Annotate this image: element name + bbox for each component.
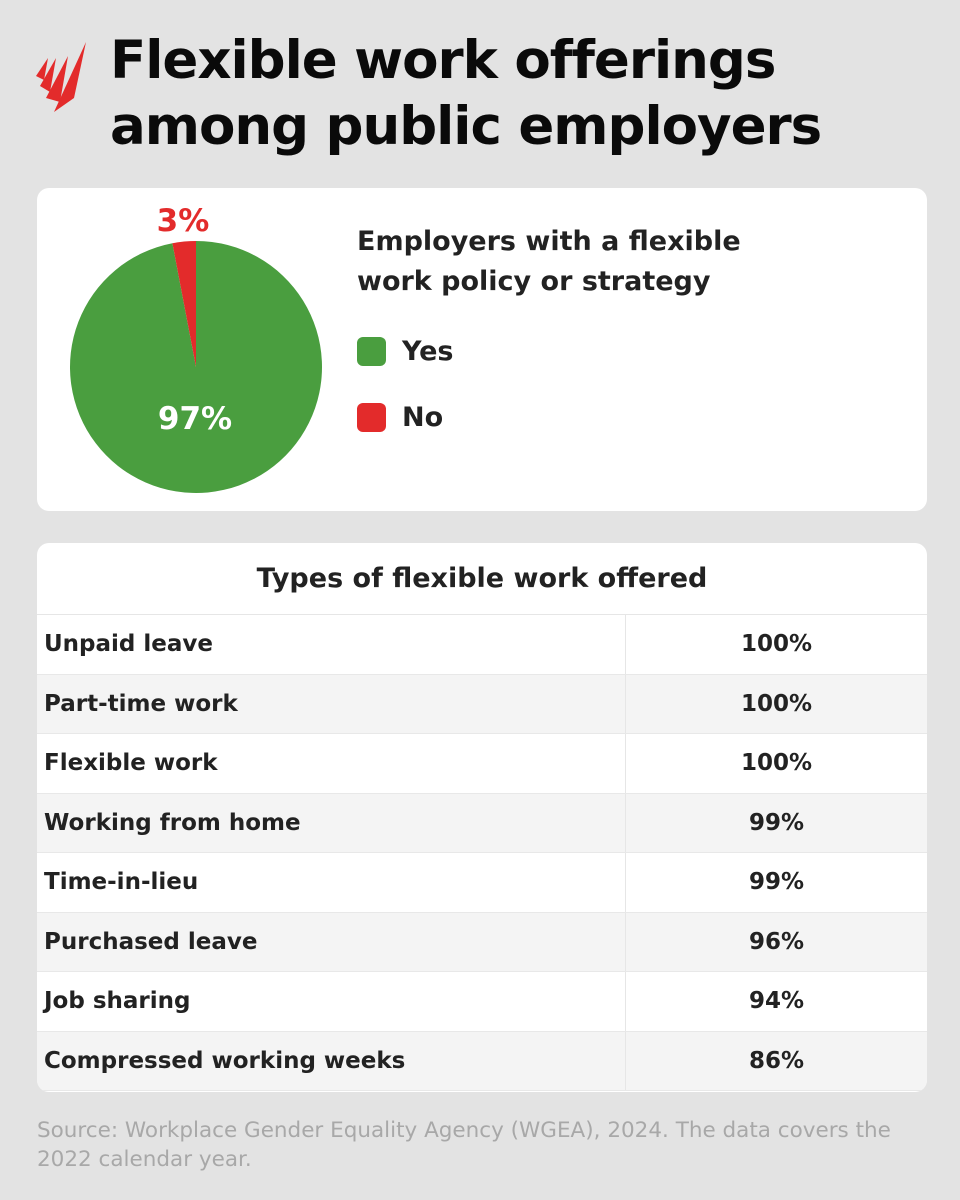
data-label-no: 3% — [157, 203, 210, 239]
row-value: 100% — [740, 631, 813, 658]
row-value: 99% — [748, 809, 805, 836]
chart-title: Employers with a flexible work policy or… — [357, 226, 741, 297]
legend-label: Yes — [402, 336, 454, 367]
row-value: 100% — [740, 750, 813, 777]
row-label: Unpaid leave — [37, 615, 626, 674]
pie-slice-yes — [69, 241, 322, 493]
sbs-logo-icon — [36, 42, 86, 112]
row-label: Job sharing — [37, 972, 626, 1031]
table-row: Working from home 99% — [37, 793, 927, 853]
row-label: Flexible work — [37, 734, 626, 793]
table-row: Part-time work 100% — [37, 674, 927, 734]
table-row: Unpaid leave 100% — [37, 615, 927, 675]
row-label: Time-in-lieu — [37, 853, 626, 912]
row-value: 86% — [748, 1047, 805, 1074]
row-label: Purchased leave — [37, 912, 626, 971]
table-row: Purchased leave 96% — [37, 912, 927, 972]
pie-chart: 97% 3% — [69, 203, 322, 493]
page-title: Flexible work offerings among public emp… — [110, 30, 822, 157]
table-title: Types of flexible work offered — [37, 543, 927, 615]
row-label: Part-time work — [37, 674, 626, 733]
row-value: 99% — [748, 869, 805, 896]
row-label: Compressed working weeks — [37, 1031, 626, 1090]
row-value: 100% — [740, 690, 813, 717]
table-card: Types of flexible work offered Unpaid le… — [37, 543, 927, 1092]
pie-card: 97% 3% Employers with a flexible work pol… — [37, 188, 927, 511]
legend-item-yes: Yes — [357, 336, 453, 367]
row-value: 96% — [748, 928, 805, 955]
row-value: 94% — [748, 988, 805, 1015]
legend-label: No — [402, 402, 444, 433]
table-row: Flexible work 100% — [37, 734, 927, 794]
data-label-yes: 97% — [158, 401, 232, 437]
table-row: Job sharing 94% — [37, 972, 927, 1032]
legend-swatch-yes — [357, 337, 386, 366]
table-row: Compressed working weeks 86% — [37, 1031, 927, 1091]
source-note: Source: Workplace Gender Equality Agency… — [37, 1118, 891, 1172]
legend-item-no: No — [357, 402, 443, 433]
table-row: Time-in-lieu 99% — [37, 853, 927, 913]
pie-slice-no — [172, 241, 196, 367]
row-label: Working from home — [37, 793, 626, 852]
legend-swatch-no — [357, 403, 386, 432]
